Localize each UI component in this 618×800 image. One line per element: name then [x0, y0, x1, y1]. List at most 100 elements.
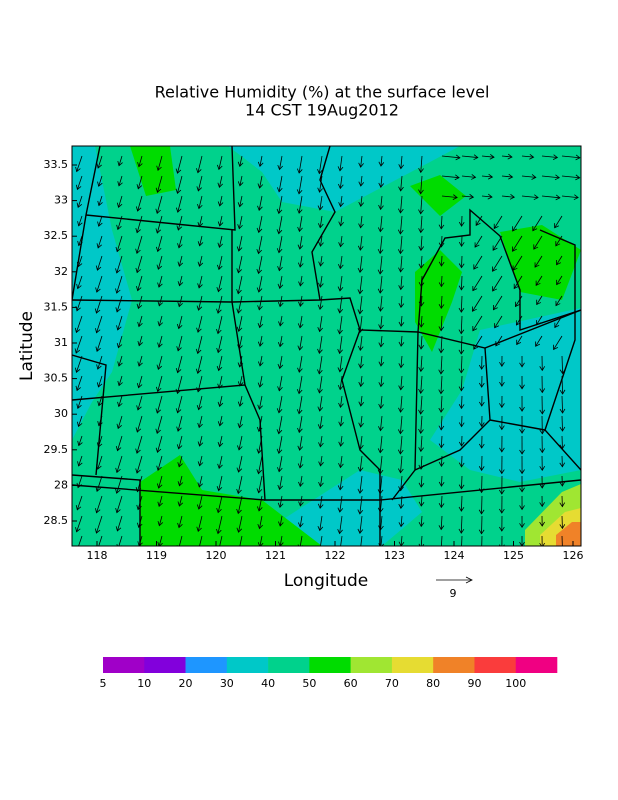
wind-vector — [219, 435, 223, 447]
wind-vector — [319, 375, 323, 393]
wind-vector — [299, 335, 303, 351]
wind-vector-head — [458, 441, 465, 447]
colorbar-swatch — [474, 657, 517, 673]
wind-vector-head — [74, 327, 81, 334]
wind-vector — [379, 295, 383, 312]
wind-vector — [137, 475, 143, 492]
wind-vector-head — [458, 241, 465, 247]
wind-vector-head — [337, 485, 344, 491]
wind-vector — [475, 215, 483, 226]
wind-vector — [199, 455, 203, 466]
x-tick-label: 118 — [87, 549, 108, 562]
x-tick-label: 125 — [503, 549, 524, 562]
wind-vector-head — [297, 445, 304, 451]
wind-vector — [420, 255, 423, 269]
wind-vector — [136, 455, 143, 474]
wind-vector-head — [536, 299, 542, 306]
wind-vector — [440, 495, 443, 508]
x-tick-label: 120 — [206, 549, 227, 562]
wind-vector — [96, 295, 103, 314]
wind-vector-head — [236, 268, 242, 274]
wind-vector-head — [438, 369, 444, 375]
wind-vector — [556, 275, 563, 285]
wind-vector — [360, 155, 363, 168]
wind-vector-head — [197, 222, 204, 228]
wind-vector — [400, 155, 403, 169]
x-tick-label: 126 — [563, 549, 584, 562]
wind-vector-head — [177, 501, 184, 507]
wind-vector-head — [115, 507, 121, 514]
wind-vector-head — [519, 523, 525, 529]
y-axis: 33.5 33 32.5 32 31.5 31 30.5 30 29.5 28 28.5 — [44, 158, 77, 527]
wind-vector — [157, 455, 163, 471]
wind-vector — [380, 175, 383, 188]
wind-vector — [157, 235, 163, 252]
wind-vector-head — [256, 287, 263, 293]
wind-vector — [238, 435, 243, 450]
wind-vector — [217, 495, 223, 513]
wind-vector-head — [217, 221, 224, 227]
wind-vector-head — [75, 184, 82, 191]
wind-vector — [137, 195, 143, 212]
wind-vector-head — [97, 221, 103, 227]
wind-vector-head — [338, 221, 344, 227]
wind-vector-head — [454, 174, 460, 181]
wind-vector — [441, 535, 443, 546]
wind-vector — [278, 195, 283, 214]
wind-vector — [493, 295, 503, 310]
colorbar-swatch — [309, 657, 351, 673]
wind-vector-head — [418, 409, 424, 415]
colorbar-label: 80 — [426, 677, 440, 690]
wind-vector — [98, 175, 103, 187]
wind-vector — [420, 355, 423, 372]
wind-vector — [197, 355, 203, 374]
wind-vector-head — [257, 523, 264, 530]
wind-vector — [258, 395, 263, 410]
wind-vector-head — [97, 421, 103, 427]
wind-vector-head — [337, 329, 343, 335]
wind-vector-head — [296, 168, 303, 174]
wind-vector-head — [458, 349, 465, 355]
wind-vector-head — [438, 282, 445, 288]
wind-vector — [399, 435, 403, 454]
wind-vector-head — [298, 301, 304, 307]
wind-vector-head — [97, 200, 103, 207]
wind-vector-head — [276, 408, 283, 414]
humidity-fill — [140, 455, 322, 546]
wind-vector — [259, 515, 263, 529]
wind-vector — [279, 355, 283, 369]
wind-vector — [116, 255, 123, 274]
wind-vector — [533, 235, 543, 250]
wind-vector — [513, 275, 523, 289]
wind-vector-head — [276, 448, 283, 455]
wind-vector-head — [117, 181, 123, 187]
wind-vector — [158, 495, 163, 507]
wind-vector-head — [136, 504, 142, 511]
wind-vector — [279, 515, 283, 527]
wind-vector — [380, 195, 383, 210]
wind-vector — [400, 495, 403, 509]
wind-vector — [460, 495, 463, 512]
wind-vector-head — [398, 267, 404, 273]
wind-vector — [237, 255, 243, 273]
wind-vector — [380, 375, 383, 387]
wind-vector — [320, 235, 323, 247]
wind-vector-head — [398, 363, 405, 369]
wind-vector — [278, 415, 283, 434]
wind-vector-head — [237, 202, 244, 208]
wind-vector-head — [236, 246, 243, 252]
wind-vector-head — [458, 386, 465, 392]
wind-vector-head — [136, 405, 142, 411]
wind-vector-head — [418, 501, 425, 507]
wind-vector — [98, 535, 103, 546]
wind-vector-head — [257, 205, 263, 211]
wind-vector-head — [155, 228, 162, 234]
wind-vector-head — [337, 507, 344, 513]
wind-vector-head — [357, 245, 364, 251]
wind-vector-head — [216, 485, 223, 492]
wind-vector — [320, 255, 323, 267]
wind-vector-head — [256, 469, 262, 475]
title-line: 14 CST 19Aug2012 — [245, 101, 399, 120]
wind-vector — [359, 295, 363, 314]
wind-vector-head — [438, 443, 445, 449]
